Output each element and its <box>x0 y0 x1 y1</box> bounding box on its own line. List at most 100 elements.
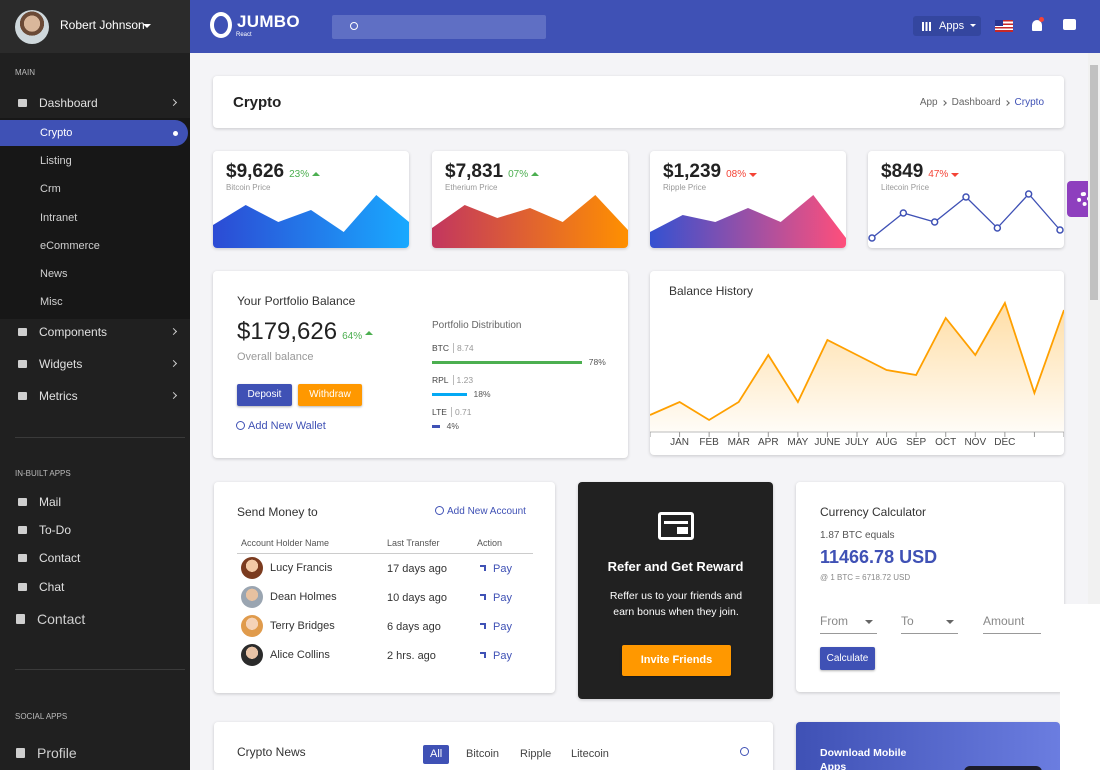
action-button[interactable]: Withdraw <box>298 384 362 406</box>
search-icon <box>350 22 358 30</box>
sidebar: Robert Johnson MAIN Dashboard Crypto Listin… <box>0 0 190 770</box>
download-title: Download Mobile Apps <box>820 747 907 770</box>
nav-subitem[interactable]: News <box>0 261 188 287</box>
field-label: To <box>901 614 914 628</box>
sparkline <box>432 195 628 248</box>
nav-subitem[interactable]: Crm <box>0 176 188 202</box>
nav-label: To-Do <box>39 523 72 537</box>
add-wallet-link[interactable]: Add New Wallet <box>236 420 326 432</box>
nav-item[interactable]: Contact <box>0 547 190 569</box>
pay-action[interactable]: Pay <box>480 621 512 633</box>
nav-chevron <box>169 391 178 400</box>
nav-item[interactable]: Contact <box>0 608 190 630</box>
phone-image <box>964 766 1042 770</box>
pay-label: Pay <box>493 621 512 633</box>
user-caret <box>143 24 151 32</box>
last-transfer: 2 hrs. ago <box>387 650 436 662</box>
distribution-bar <box>432 425 440 428</box>
nav-item[interactable]: Components <box>0 321 190 343</box>
x-tick-label: FEB <box>699 437 719 448</box>
breadcrumb-item[interactable]: Dashboard <box>940 97 1001 108</box>
portfolio-title: Your Portfolio Balance <box>237 294 356 308</box>
pay-label: Pay <box>493 563 512 575</box>
input-field[interactable]: From <box>820 614 877 634</box>
nav-item[interactable]: Mail <box>0 491 190 513</box>
price: $9,626 <box>226 161 285 182</box>
nav-item[interactable]: Chat <box>0 576 190 598</box>
pay-action[interactable]: Pay <box>480 592 512 604</box>
search-box[interactable] <box>332 15 546 39</box>
user-panel[interactable]: Robert Johnson <box>0 0 190 53</box>
action-button[interactable]: Deposit <box>237 384 292 406</box>
input-field[interactable]: Amount <box>983 614 1041 634</box>
x-tick-label: JAN <box>670 437 689 448</box>
sparkline-dot <box>1056 226 1064 234</box>
nav-item[interactable]: Widgets <box>0 353 190 375</box>
news-tab[interactable]: Ripple <box>520 748 552 760</box>
holder-name: Dean Holmes <box>270 591 337 603</box>
scrollbar[interactable] <box>1088 53 1100 604</box>
nav-icon <box>16 614 25 624</box>
active-dot <box>173 131 178 136</box>
nav-subitem[interactable]: Listing <box>0 148 188 174</box>
invite-button[interactable]: Invite Friends <box>622 645 731 676</box>
nav-subitem[interactable]: Intranet <box>0 205 188 231</box>
calculate-button[interactable]: Calculate <box>820 647 875 670</box>
add-account-link[interactable]: Add New Account <box>435 506 526 517</box>
price-change: 47% <box>928 169 949 180</box>
input-field[interactable]: To <box>901 614 958 634</box>
trend-arrow <box>312 172 321 176</box>
breadcrumb: App Dashboard Crypto <box>920 97 1044 108</box>
nav-icon <box>18 554 27 562</box>
price-label: Etherium Price <box>445 183 498 192</box>
scrollbar-thumb[interactable] <box>1090 65 1098 300</box>
portfolio-change: 64% <box>342 331 363 342</box>
calculator-card: Currency Calculator 1.87 BTC equals 1146… <box>796 482 1064 692</box>
calculator-title: Currency Calculator <box>820 505 927 519</box>
nav-subitem[interactable]: Misc <box>0 289 188 315</box>
pay-action[interactable]: Pay <box>480 563 512 575</box>
avatar <box>241 586 263 608</box>
distribution-percent: 4% <box>446 421 459 431</box>
nav-item[interactable]: Dashboard <box>0 92 190 114</box>
distribution-bar <box>432 393 467 396</box>
nav-subitem[interactable]: Crypto <box>0 120 188 146</box>
referral-text: Reffer us to your friends and earn bonus… <box>609 590 743 618</box>
messages[interactable] <box>1063 19 1076 30</box>
nav-item[interactable]: Profile <box>0 742 190 764</box>
send-money-title: Send Money to <box>237 505 318 519</box>
coin-name: BTC <box>432 343 449 353</box>
amount: $179,626 <box>237 318 338 345</box>
avatar <box>241 644 263 666</box>
news-title: Crypto News <box>237 745 306 759</box>
news-tab[interactable]: Bitcoin <box>466 748 500 760</box>
nav-label: eCommerce <box>40 240 100 252</box>
breadcrumb-item[interactable]: App <box>919 97 938 108</box>
sparkline-dot <box>993 224 1002 232</box>
blank-area <box>1060 604 1100 770</box>
language-flag[interactable] <box>995 20 1013 32</box>
download-card: Download Mobile Apps <box>796 722 1060 770</box>
notifications[interactable] <box>1032 20 1042 31</box>
news-tab[interactable]: All <box>423 745 450 764</box>
pay-label: Pay <box>493 592 512 604</box>
nav-item[interactable]: To-Do <box>0 519 190 541</box>
news-tab[interactable]: Litecoin <box>571 748 609 760</box>
logo[interactable]: JUMBO <box>237 12 300 31</box>
apps-button[interactable]: Apps <box>913 16 981 36</box>
pay-action[interactable]: Pay <box>480 650 512 662</box>
send-money-card: Send Money to Add New Account Account Ho… <box>214 482 555 693</box>
apps-icon <box>922 22 931 31</box>
balance-area <box>650 303 1064 432</box>
news-search[interactable] <box>740 747 749 756</box>
nav-subitem[interactable]: eCommerce <box>0 233 188 259</box>
nav-label: News <box>40 268 68 280</box>
nav-label: Mail <box>39 495 62 509</box>
last-transfer: 10 days ago <box>387 592 447 604</box>
table-header-rule <box>237 553 533 554</box>
nav-label: Contact <box>39 551 81 565</box>
pay-icon <box>480 623 486 629</box>
nav-icon <box>18 526 27 534</box>
x-tick-label: JULY <box>845 437 869 448</box>
nav-item[interactable]: Metrics <box>0 385 190 407</box>
